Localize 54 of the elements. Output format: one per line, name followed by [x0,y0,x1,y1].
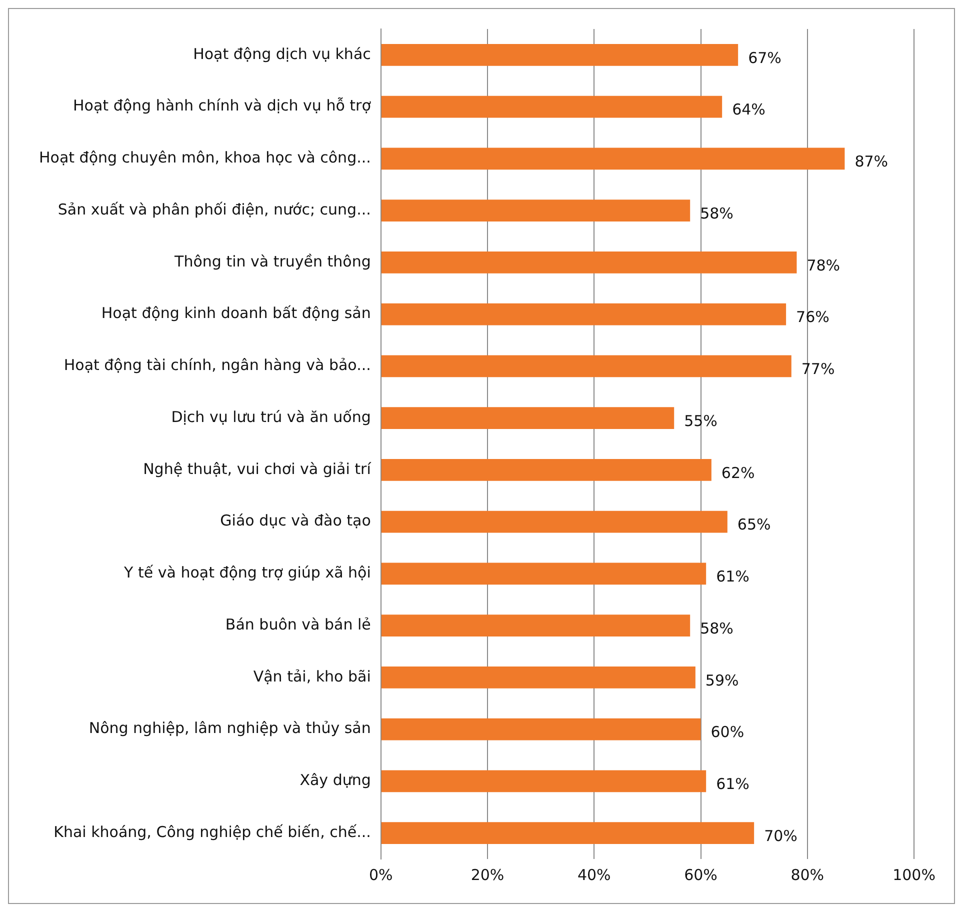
x-tick-label: 20% [470,866,504,884]
bar [381,355,792,378]
x-tick-label: 80% [790,866,824,884]
data-label: 70% [764,826,798,845]
y-tick-label: Hoạt động hành chính và dịch vụ hỗ trợ [73,96,372,115]
x-tick-label: 40% [577,866,611,884]
y-tick-label: Giáo dục và đào tạo [220,512,371,530]
y-tick-label: Xây dựng [300,771,371,790]
bar [381,614,690,636]
y-tick-label: Dịch vụ lưu trú và ăn uống [171,408,371,426]
data-label: 59% [705,671,739,690]
bar [381,510,728,533]
bar [381,562,706,585]
bar [381,770,706,792]
y-tick-label: Thông tin và truyền thông [174,252,371,270]
x-tick-label: 60% [684,866,718,884]
data-label: 77% [801,360,835,378]
data-label: 62% [721,464,755,482]
data-label: 76% [796,308,830,326]
y-tick-label: Hoạt động dịch vụ khác [193,44,371,63]
bar [381,666,696,688]
data-label: 67% [748,48,782,67]
data-label: 60% [710,723,744,742]
data-label: 61% [716,568,750,586]
bar [381,718,701,740]
bar [381,459,712,481]
bar [381,44,738,66]
y-tick-label: Vận tải, kho bãi [253,667,371,686]
bar [381,407,674,429]
bar [381,822,754,844]
x-tick-label: 0% [368,866,393,884]
y-tick-label: Hoạt động tài chính, ngân hàng và bảo... [64,356,371,374]
y-tick-label: Bán buôn và bán lẻ [225,615,371,634]
data-label: 55% [684,412,718,430]
y-tick-label: Khai khoáng, Công nghiệp chế biến, chế... [54,822,371,841]
bar [381,148,845,170]
data-label: 58% [700,204,734,222]
data-label: 87% [854,152,888,171]
y-tick-label: Nghệ thuật, vui chơi và giải trí [143,460,372,478]
data-label: 64% [732,100,766,119]
bar [381,252,797,274]
data-label: 61% [716,775,750,794]
y-tick-label: Y tế và hoạt động trợ giúp xã hội [123,564,371,582]
y-tick-label: Nông nghiệp, lâm nghiệp và thủy sản [88,719,371,738]
x-tick-label: 100% [892,866,936,884]
bar [381,96,722,118]
data-label: 58% [700,619,734,638]
bar [381,303,786,326]
bar [381,200,690,222]
data-label: 78% [806,256,840,274]
y-tick-label: Hoạt động chuyên môn, khoa học và công... [39,148,371,167]
y-tick-label: Sản xuất và phân phối điện, nước; cung... [58,200,371,218]
y-tick-label: Hoạt động kinh doanh bất động sản [101,304,371,322]
data-label: 65% [737,516,771,534]
